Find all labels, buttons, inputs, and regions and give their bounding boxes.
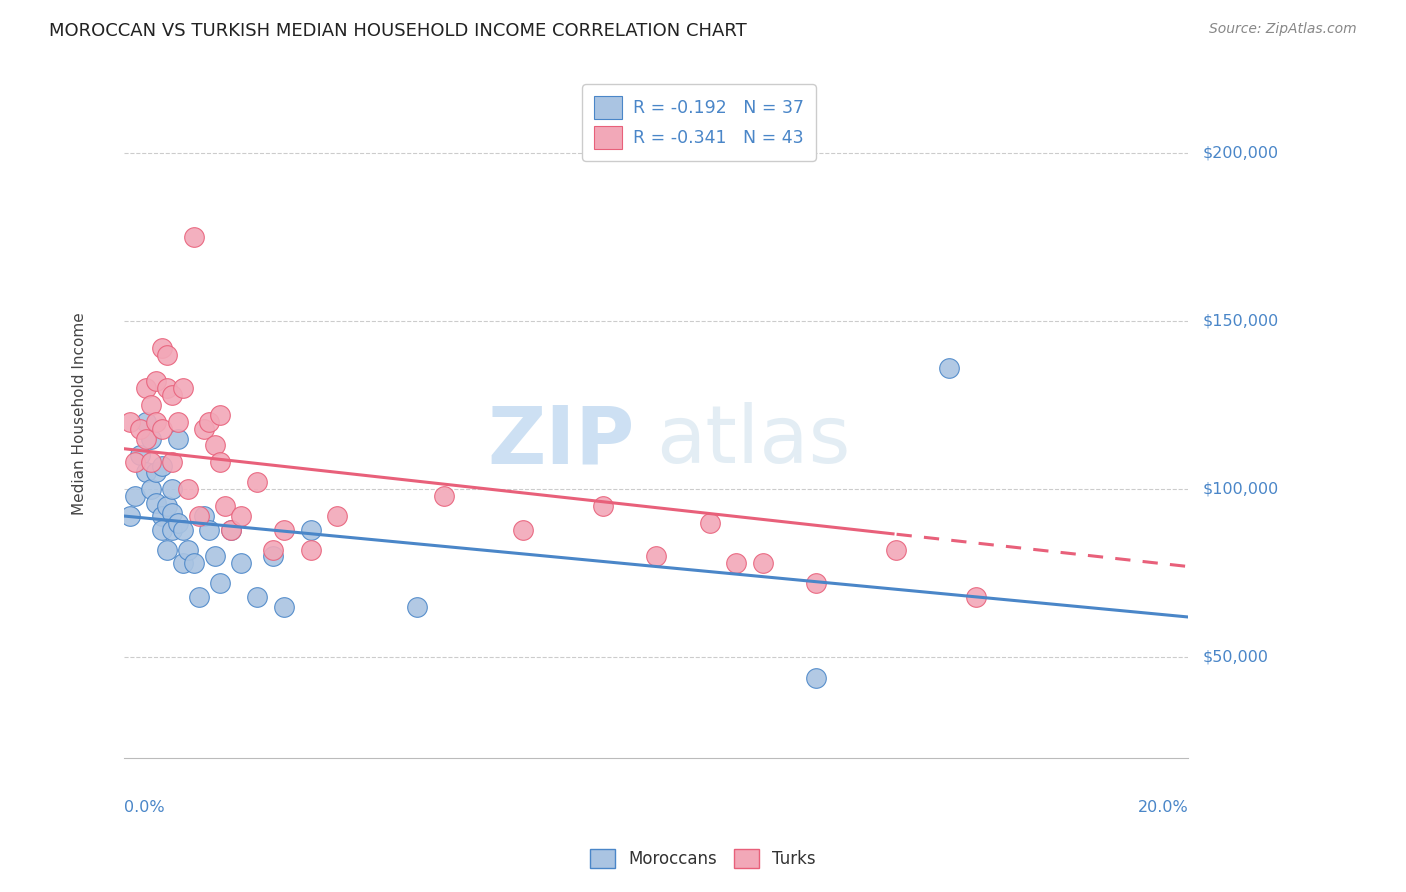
Point — [262, 542, 284, 557]
Point — [172, 523, 194, 537]
Point — [204, 438, 226, 452]
Point — [118, 509, 141, 524]
Point — [135, 432, 157, 446]
Point — [299, 542, 322, 557]
Point — [804, 671, 827, 685]
Point — [231, 556, 253, 570]
Point — [725, 556, 748, 570]
Point — [162, 523, 184, 537]
Point — [299, 523, 322, 537]
Point — [214, 499, 236, 513]
Point — [432, 489, 454, 503]
Point — [156, 381, 179, 395]
Text: $200,000: $200,000 — [1202, 145, 1278, 161]
Point — [150, 458, 173, 473]
Point — [156, 499, 179, 513]
Point — [177, 482, 200, 496]
Point — [145, 415, 167, 429]
Point — [273, 599, 295, 614]
Point — [187, 509, 209, 524]
Point — [162, 482, 184, 496]
Text: atlas: atlas — [657, 402, 851, 480]
Point — [145, 495, 167, 509]
Point — [139, 398, 162, 412]
Point — [124, 489, 146, 503]
Text: $50,000: $50,000 — [1202, 650, 1268, 665]
Point — [166, 516, 188, 530]
Point — [938, 361, 960, 376]
Point — [172, 556, 194, 570]
Point — [150, 523, 173, 537]
Point — [177, 542, 200, 557]
Point — [166, 415, 188, 429]
Text: $150,000: $150,000 — [1202, 313, 1278, 328]
Point — [512, 523, 534, 537]
Text: Median Household Income: Median Household Income — [72, 312, 87, 515]
Point — [156, 347, 179, 361]
Point — [150, 421, 173, 435]
Point — [231, 509, 253, 524]
Text: $100,000: $100,000 — [1202, 482, 1278, 497]
Text: 0.0%: 0.0% — [124, 800, 165, 814]
Point — [166, 432, 188, 446]
Point — [183, 556, 205, 570]
Point — [150, 509, 173, 524]
Point — [699, 516, 721, 530]
Legend: R = -0.192   N = 37, R = -0.341   N = 43: R = -0.192 N = 37, R = -0.341 N = 43 — [582, 84, 815, 161]
Point — [406, 599, 429, 614]
Point — [219, 523, 242, 537]
Point — [965, 590, 987, 604]
Point — [219, 523, 242, 537]
Text: MOROCCAN VS TURKISH MEDIAN HOUSEHOLD INCOME CORRELATION CHART: MOROCCAN VS TURKISH MEDIAN HOUSEHOLD INC… — [49, 22, 747, 40]
Point — [139, 455, 162, 469]
Point — [752, 556, 775, 570]
Text: Source: ZipAtlas.com: Source: ZipAtlas.com — [1209, 22, 1357, 37]
Point — [172, 381, 194, 395]
Legend: Moroccans, Turks: Moroccans, Turks — [583, 843, 823, 875]
Point — [209, 408, 232, 422]
Point — [150, 341, 173, 355]
Text: ZIP: ZIP — [488, 402, 636, 480]
Point — [124, 455, 146, 469]
Point — [135, 415, 157, 429]
Point — [804, 576, 827, 591]
Point — [198, 523, 221, 537]
Point — [884, 542, 907, 557]
Point — [139, 482, 162, 496]
Point — [118, 415, 141, 429]
Point — [592, 499, 614, 513]
Point — [262, 549, 284, 564]
Point — [645, 549, 668, 564]
Point — [209, 455, 232, 469]
Point — [187, 590, 209, 604]
Point — [156, 542, 179, 557]
Point — [326, 509, 349, 524]
Point — [162, 455, 184, 469]
Point — [145, 466, 167, 480]
Point — [193, 421, 215, 435]
Point — [193, 509, 215, 524]
Point — [246, 475, 269, 490]
Point — [135, 381, 157, 395]
Point — [162, 506, 184, 520]
Point — [139, 432, 162, 446]
Point — [204, 549, 226, 564]
Point — [273, 523, 295, 537]
Text: 20.0%: 20.0% — [1137, 800, 1188, 814]
Point — [209, 576, 232, 591]
Point — [129, 449, 152, 463]
Point — [246, 590, 269, 604]
Point — [135, 466, 157, 480]
Point — [129, 421, 152, 435]
Point — [145, 375, 167, 389]
Point — [198, 415, 221, 429]
Point — [183, 229, 205, 244]
Point — [162, 388, 184, 402]
